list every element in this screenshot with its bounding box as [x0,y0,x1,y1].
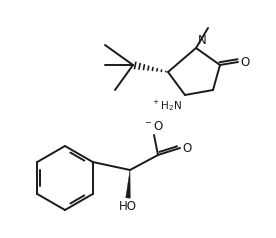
Text: O: O [240,55,249,69]
Text: $^-$O: $^-$O [144,120,164,133]
Polygon shape [126,170,130,198]
Text: HO: HO [119,200,137,213]
Text: O: O [182,142,191,154]
Text: $^+$H$_2$N: $^+$H$_2$N [151,98,182,113]
Text: N: N [198,34,207,47]
